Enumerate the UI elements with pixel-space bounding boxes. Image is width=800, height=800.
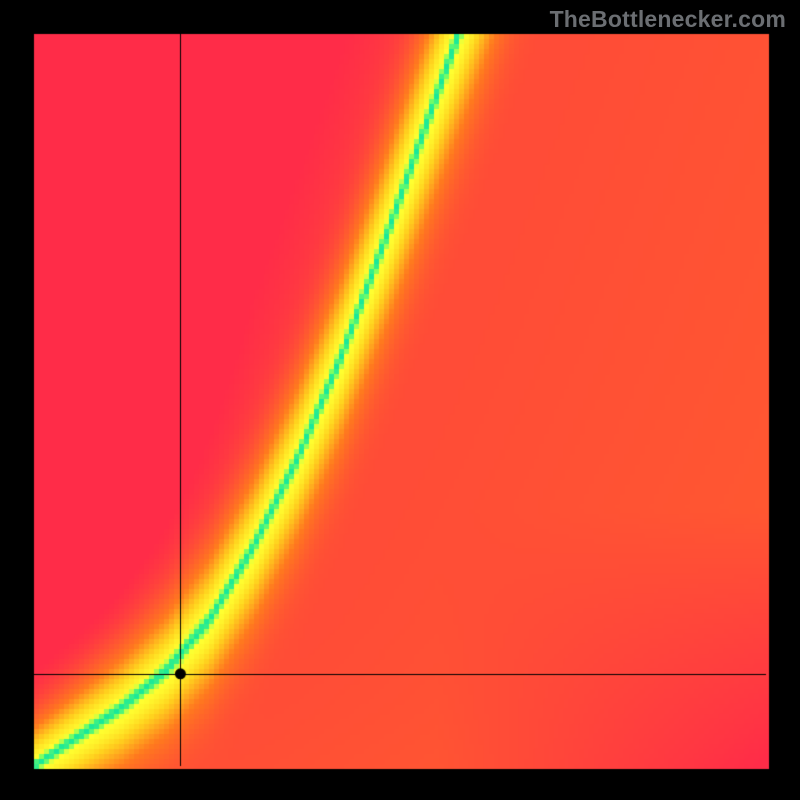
- watermark-text: TheBottlenecker.com: [550, 6, 786, 33]
- chart-container: TheBottlenecker.com: [0, 0, 800, 800]
- bottleneck-heatmap: [0, 0, 800, 800]
